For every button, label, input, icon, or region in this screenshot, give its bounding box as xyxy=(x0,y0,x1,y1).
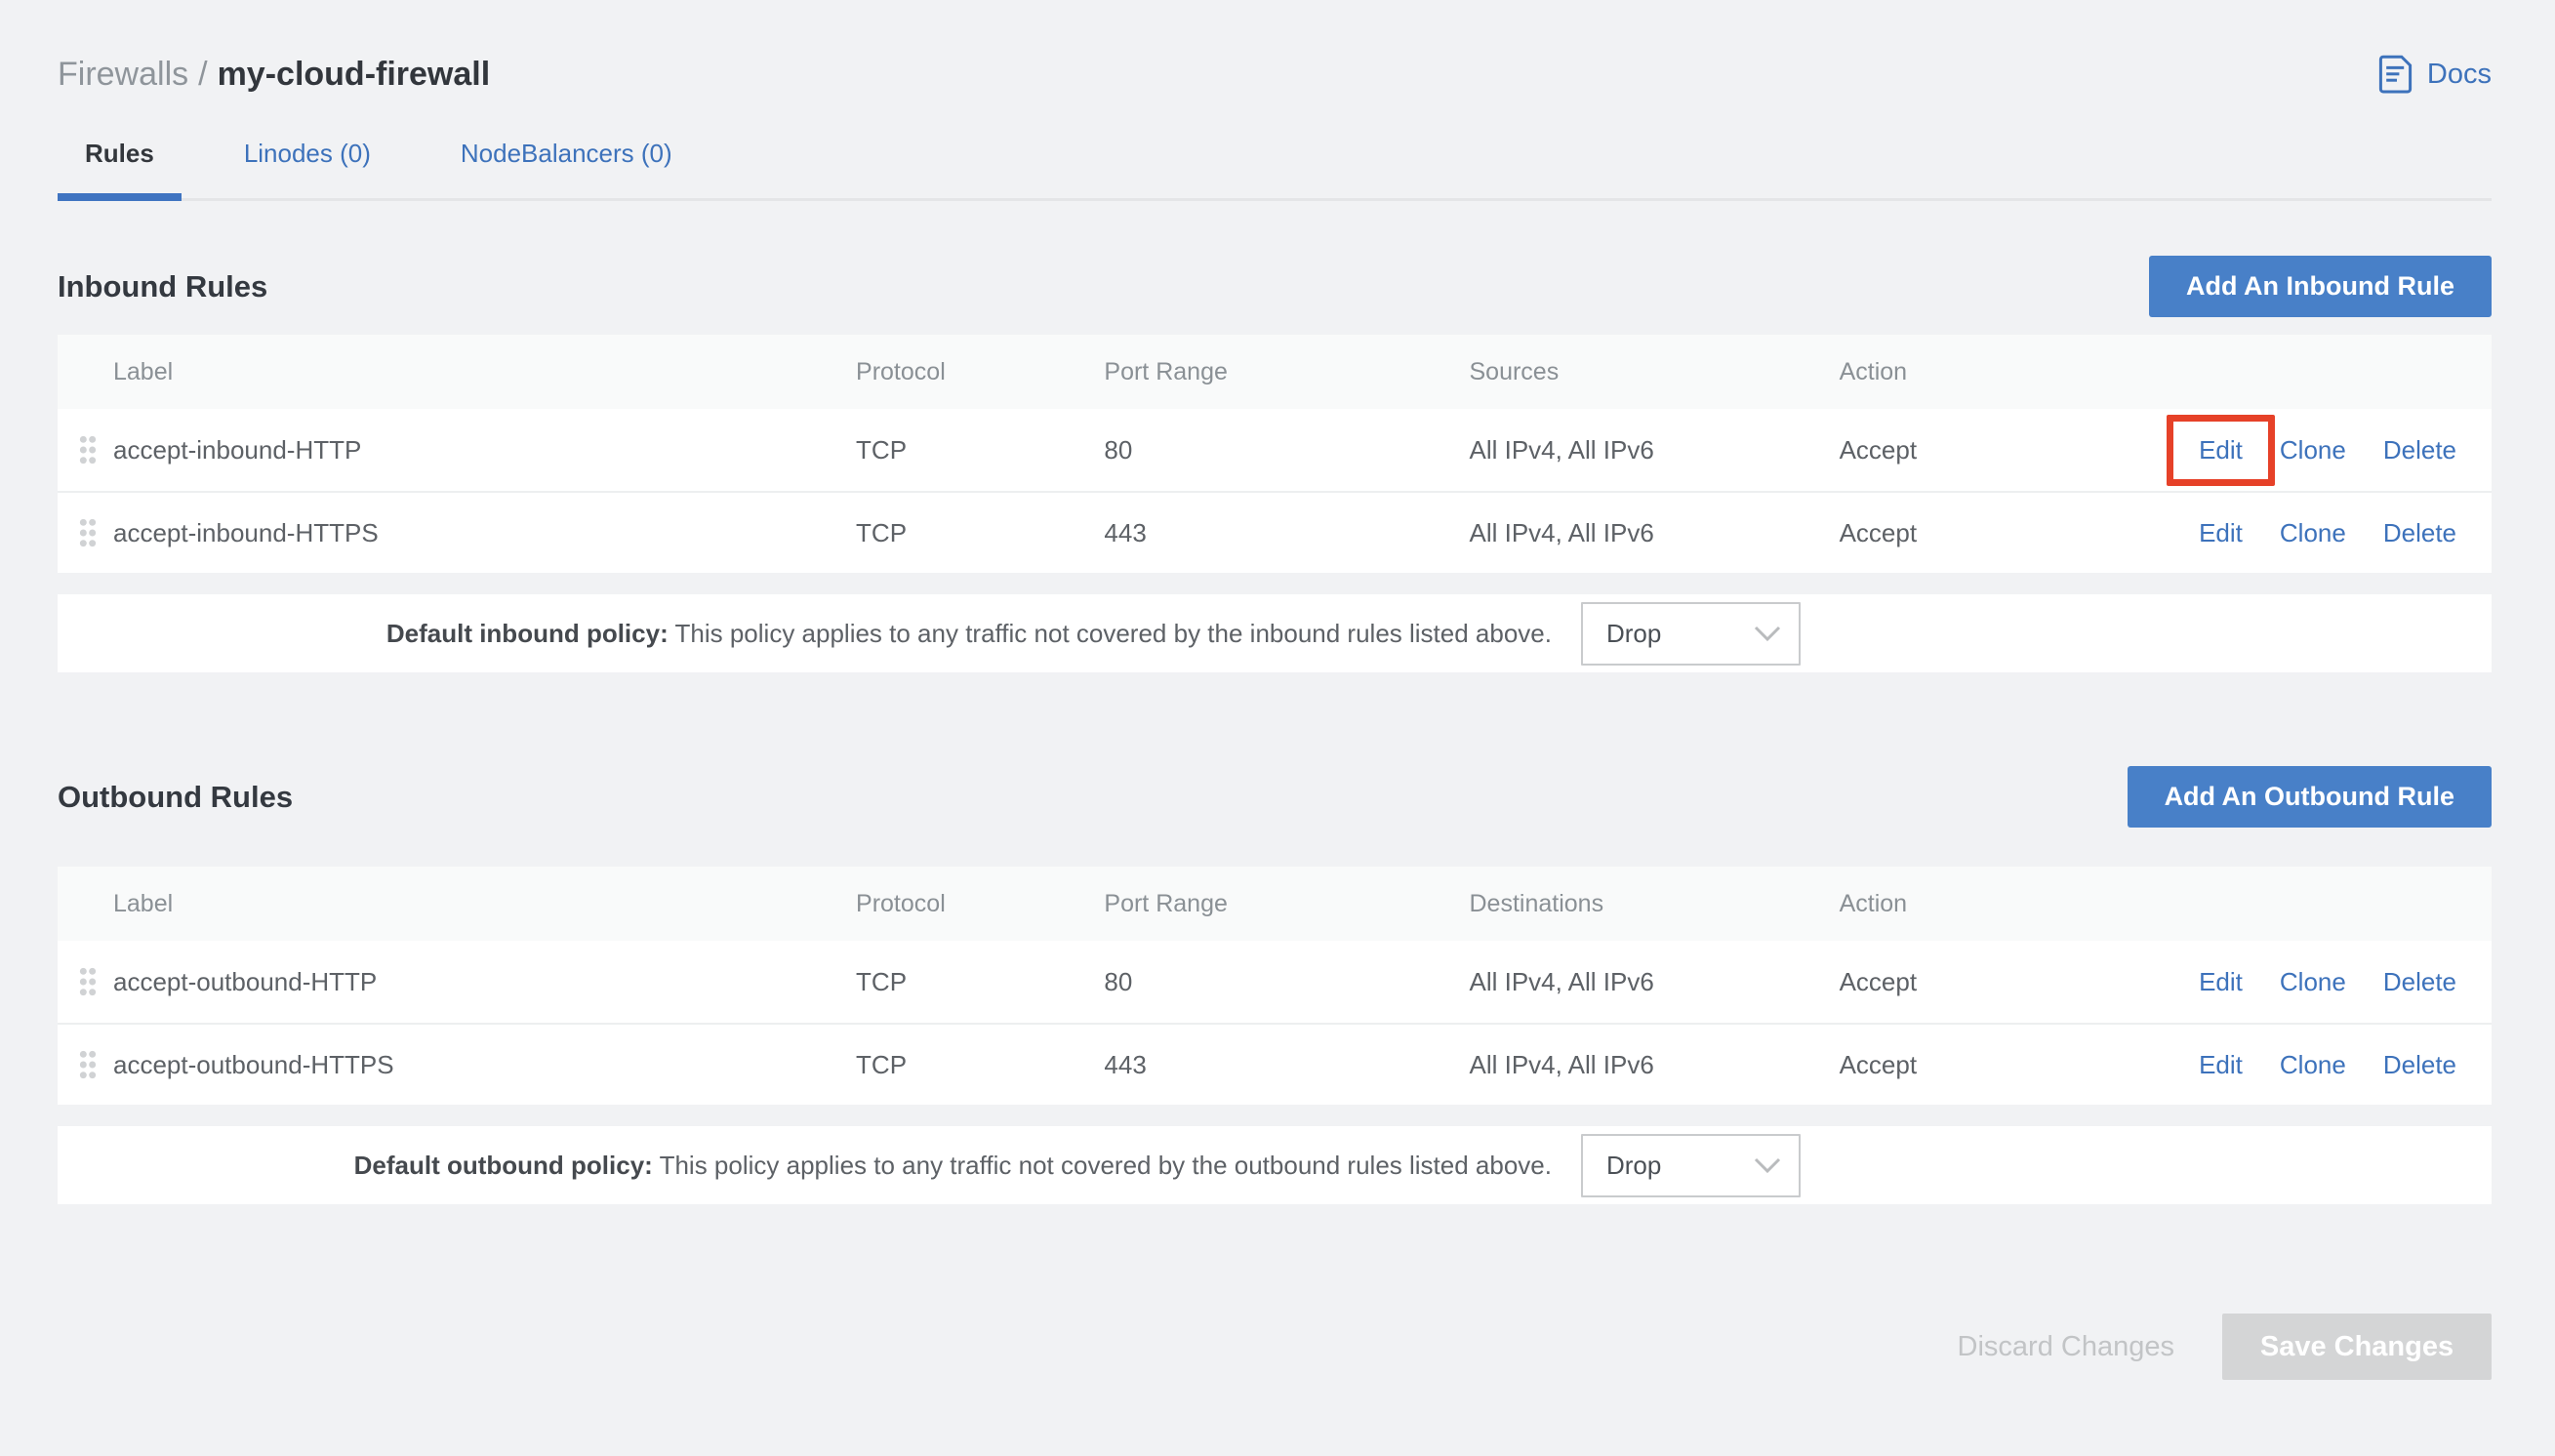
column-header-protocol: Protocol xyxy=(856,889,946,917)
rule-action: Accept xyxy=(1839,966,1918,996)
tab-rules[interactable]: Rules xyxy=(58,139,182,201)
inbound-policy-dropdown[interactable]: Drop xyxy=(1581,601,1801,666)
column-header-destinations: Destinations xyxy=(1469,889,1604,917)
clone-link[interactable]: Clone xyxy=(2279,434,2346,465)
rule-action: Accept xyxy=(1839,1049,1918,1079)
docs-file-icon xyxy=(2377,54,2414,95)
clone-link[interactable]: Clone xyxy=(2279,1049,2346,1079)
table-row: accept-outbound-HTTPS TCP 443 All IPv4, … xyxy=(58,1023,2492,1105)
outbound-table-header-row: Label Protocol Port Range Destinations A… xyxy=(58,867,2492,941)
outbound-rules-title: Outbound Rules xyxy=(58,779,294,814)
inbound-section-header: Inbound Rules Add An Inbound Rule xyxy=(58,256,2492,317)
outbound-section-header: Outbound Rules Add An Outbound Rule xyxy=(58,766,2492,828)
chevron-down-icon xyxy=(1754,626,1781,642)
drag-handle-icon[interactable] xyxy=(71,427,104,472)
inbound-policy-row: Default inbound policy: This policy appl… xyxy=(58,594,2492,672)
drag-handle-icon[interactable] xyxy=(71,510,104,555)
outbound-policy-label: Default outbound policy: xyxy=(353,1150,653,1180)
drag-handle-icon[interactable] xyxy=(71,959,104,1004)
chevron-down-icon xyxy=(1754,1157,1781,1174)
rule-protocol: TCP xyxy=(856,966,908,996)
breadcrumb-separator: / xyxy=(198,55,208,93)
docs-link-label: Docs xyxy=(2426,58,2492,90)
rule-protocol: TCP xyxy=(856,434,908,465)
rule-port-range: 80 xyxy=(1104,434,1133,465)
inbound-table-header-row: Label Protocol Port Range Sources Action xyxy=(58,335,2492,409)
top-bar: Firewalls / my-cloud-firewall Docs xyxy=(58,53,2492,96)
column-header-sources: Sources xyxy=(1469,357,1560,385)
rule-action: Accept xyxy=(1839,517,1918,547)
column-header-label: Label xyxy=(113,357,174,385)
rule-destinations: All IPv4, All IPv6 xyxy=(1469,1049,1654,1079)
table-row: accept-inbound-HTTPS TCP 443 All IPv4, A… xyxy=(58,491,2492,573)
tab-bar: Rules Linodes (0) NodeBalancers (0) xyxy=(58,139,2492,201)
rule-protocol: TCP xyxy=(856,517,908,547)
rule-label: accept-outbound-HTTP xyxy=(113,966,378,996)
outbound-policy-row: Default outbound policy: This policy app… xyxy=(58,1126,2492,1204)
page-title: my-cloud-firewall xyxy=(217,55,491,93)
add-inbound-rule-button[interactable]: Add An Inbound Rule xyxy=(2149,256,2492,317)
rule-sources: All IPv4, All IPv6 xyxy=(1469,517,1654,547)
drag-handle-icon[interactable] xyxy=(71,1042,104,1087)
outbound-rules-table: Label Protocol Port Range Destinations A… xyxy=(58,867,2492,1105)
edit-link[interactable]: Edit xyxy=(2199,1049,2243,1079)
rule-port-range: 443 xyxy=(1104,517,1147,547)
table-row: accept-inbound-HTTP TCP 80 All IPv4, All… xyxy=(58,409,2492,491)
rule-label: accept-inbound-HTTPS xyxy=(113,517,379,547)
save-changes-button[interactable]: Save Changes xyxy=(2222,1314,2492,1380)
tab-nodebalancers[interactable]: NodeBalancers (0) xyxy=(460,139,672,168)
rule-sources: All IPv4, All IPv6 xyxy=(1469,434,1654,465)
breadcrumb-firewalls-link[interactable]: Firewalls xyxy=(58,55,189,93)
discard-changes-button[interactable]: Discard Changes xyxy=(1957,1330,2174,1362)
inbound-policy-value: Drop xyxy=(1606,618,1662,648)
edit-link[interactable]: Edit xyxy=(2167,414,2275,486)
rule-port-range: 443 xyxy=(1104,1049,1147,1079)
outbound-policy-value: Drop xyxy=(1606,1150,1662,1180)
rule-protocol: TCP xyxy=(856,1049,908,1079)
delete-link[interactable]: Delete xyxy=(2382,1049,2456,1079)
column-header-action: Action xyxy=(1839,889,1908,917)
inbound-policy-label: Default inbound policy: xyxy=(385,618,669,648)
add-outbound-rule-button[interactable]: Add An Outbound Rule xyxy=(2127,766,2492,828)
inbound-rules-table: Label Protocol Port Range Sources Action… xyxy=(58,335,2492,573)
outbound-policy-dropdown[interactable]: Drop xyxy=(1581,1133,1801,1197)
docs-link[interactable]: Docs xyxy=(2377,54,2492,95)
inbound-rules-title: Inbound Rules xyxy=(58,268,268,303)
rule-port-range: 80 xyxy=(1104,966,1133,996)
edit-link[interactable]: Edit xyxy=(2199,966,2243,996)
clone-link[interactable]: Clone xyxy=(2279,517,2346,547)
rule-label: accept-outbound-HTTPS xyxy=(113,1049,394,1079)
table-row: accept-outbound-HTTP TCP 80 All IPv4, Al… xyxy=(58,941,2492,1023)
column-header-port-range: Port Range xyxy=(1104,357,1228,385)
breadcrumb: Firewalls / my-cloud-firewall xyxy=(58,56,490,94)
delete-link[interactable]: Delete xyxy=(2382,517,2456,547)
edit-link[interactable]: Edit xyxy=(2199,517,2243,547)
rule-action: Accept xyxy=(1839,434,1918,465)
rule-label: accept-inbound-HTTP xyxy=(113,434,362,465)
footer-actions: Discard Changes Save Changes xyxy=(58,1314,2492,1380)
delete-link[interactable]: Delete xyxy=(2382,434,2456,465)
delete-link[interactable]: Delete xyxy=(2382,966,2456,996)
inbound-policy-description: This policy applies to any traffic not c… xyxy=(674,618,1553,648)
column-header-protocol: Protocol xyxy=(856,357,946,385)
outbound-policy-description: This policy applies to any traffic not c… xyxy=(659,1150,1552,1180)
clone-link[interactable]: Clone xyxy=(2279,966,2346,996)
rule-destinations: All IPv4, All IPv6 xyxy=(1469,966,1654,996)
column-header-label: Label xyxy=(113,889,174,917)
column-header-action: Action xyxy=(1839,357,1908,385)
column-header-port-range: Port Range xyxy=(1104,889,1228,917)
tab-linodes[interactable]: Linodes (0) xyxy=(243,139,371,168)
